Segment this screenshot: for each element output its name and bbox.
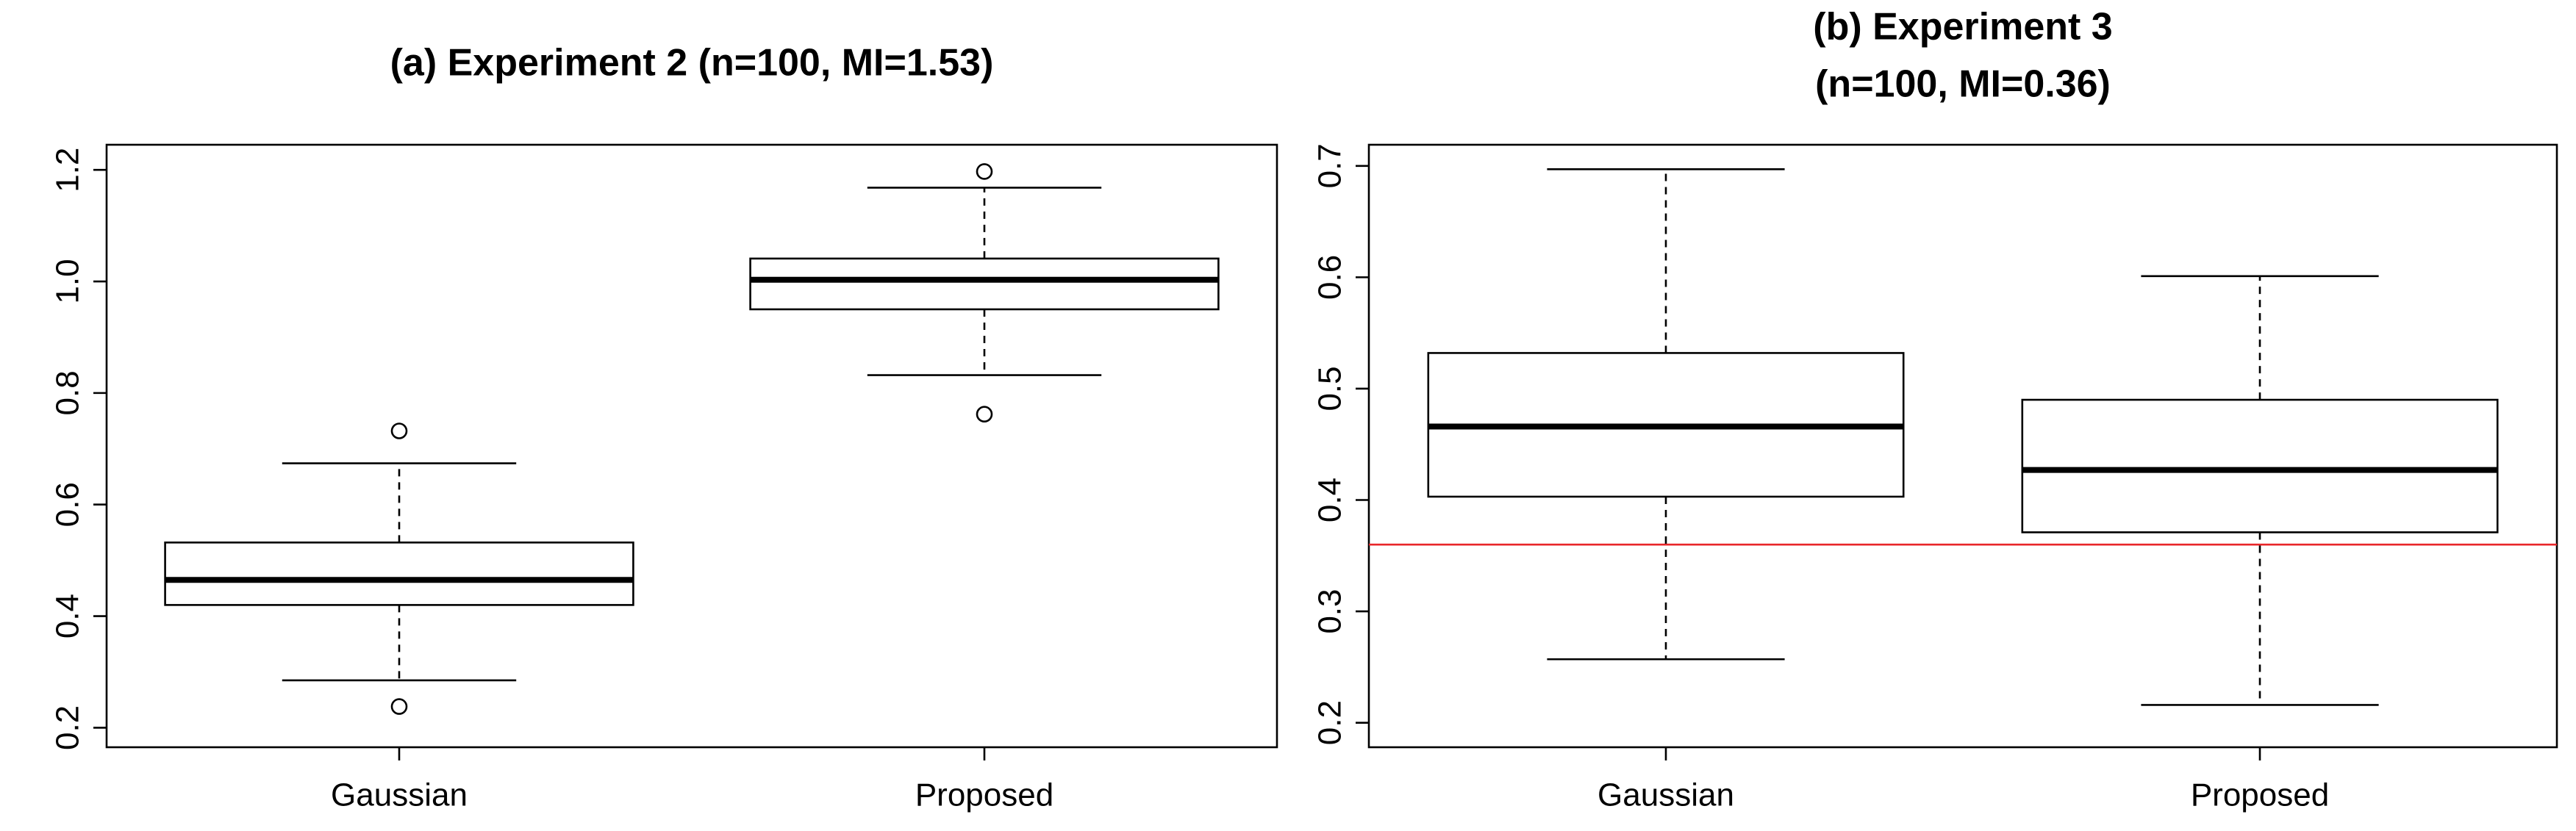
y-tick-label: 0.6: [50, 482, 86, 527]
x-tick-label: Gaussian: [331, 777, 468, 813]
y-tick-label: 0.4: [50, 594, 86, 638]
y-tick-label: 0.3: [1312, 589, 1348, 633]
box: [164, 542, 634, 606]
y-tick-label: 0.7: [1312, 143, 1348, 188]
outlier: [976, 406, 993, 423]
plot-frame: [105, 143, 1278, 749]
x-tick-label: Proposed: [2191, 777, 2329, 813]
y-tick-label: 0.5: [1312, 366, 1348, 411]
box: [2021, 398, 2499, 533]
y-tick-label: 1.0: [50, 259, 86, 303]
y-tick-label: 0.2: [1312, 700, 1348, 745]
plot-frame: [1367, 143, 2558, 749]
y-tick-label: 0.4: [1312, 478, 1348, 522]
outlier: [390, 422, 408, 439]
y-tick-label: 1.2: [50, 148, 86, 193]
y-tick-label: 0.6: [1312, 255, 1348, 300]
outlier: [976, 163, 993, 180]
y-tick-label: 0.8: [50, 370, 86, 415]
outlier: [390, 698, 408, 715]
chart-title: (n=100, MI=0.36): [1815, 63, 2111, 106]
box: [749, 257, 1220, 311]
x-tick-label: Gaussian: [1598, 777, 1734, 813]
y-tick-label: 0.2: [50, 705, 86, 750]
x-tick-label: Proposed: [915, 777, 1053, 813]
chart-title: (b) Experiment 3: [1813, 6, 2112, 48]
chart-title: (a) Experiment 2 (n=100, MI=1.53): [390, 42, 994, 84]
